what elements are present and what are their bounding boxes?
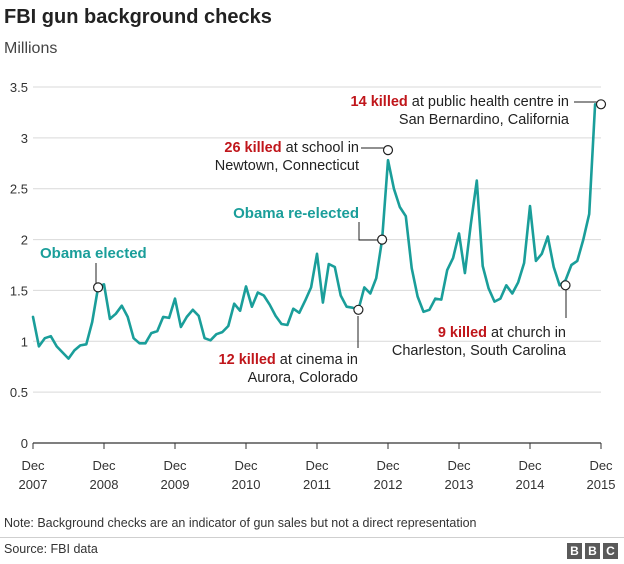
- x-tick-label: 2010: [232, 477, 261, 492]
- annotation-label: Obama re-elected: [233, 205, 359, 222]
- x-tick-label: Dec: [518, 458, 542, 473]
- x-tick-label: 2007: [19, 477, 48, 492]
- x-tick-label: Dec: [163, 458, 187, 473]
- annotation-marker: [560, 280, 571, 291]
- logo-letter: B: [585, 543, 600, 559]
- x-tick-label: Dec: [447, 458, 471, 473]
- annotation-label-line2: Charleston, South Carolina: [392, 343, 567, 359]
- x-tick-label: 2008: [90, 477, 119, 492]
- logo-letter: B: [567, 543, 582, 559]
- bbc-logo: B B C: [567, 543, 618, 559]
- y-tick-label: 1.5: [10, 283, 28, 298]
- x-tick-label: Dec: [376, 458, 400, 473]
- y-tick-label: 3.5: [10, 80, 28, 95]
- annotation-label: 26 killed at school in: [224, 140, 359, 156]
- annotation-text: at public health centre in: [408, 94, 569, 110]
- annotation-marker: [595, 99, 607, 110]
- source-text: Source: FBI data: [4, 542, 98, 556]
- y-tick-label: 0.5: [10, 385, 28, 400]
- annotation-marker: [353, 304, 364, 315]
- x-tick-label: 2012: [374, 477, 403, 492]
- annotation-label: Obama elected: [40, 245, 147, 262]
- x-tick-label: 2015: [587, 477, 616, 492]
- y-tick-label: 2.5: [10, 182, 28, 197]
- chart-title: FBI gun background checks: [4, 6, 272, 28]
- x-tick-label: 2013: [445, 477, 474, 492]
- annotation-highlight: 26 killed: [224, 140, 281, 156]
- annotation-label: 9 killed at church in: [438, 325, 566, 341]
- annotation-leader: [358, 222, 383, 241]
- annotation-text: at cinema in: [276, 352, 358, 368]
- y-tick-label: 1: [21, 334, 28, 349]
- x-tick-label: 2014: [516, 477, 545, 492]
- footer-divider: [0, 537, 624, 538]
- annotation-highlight: 14 killed: [351, 94, 408, 110]
- y-tick-label: 0: [21, 436, 28, 451]
- annotation-label-line2: Newtown, Connecticut: [215, 158, 359, 174]
- annotation-label: 14 killed at public health centre in: [351, 94, 569, 110]
- series-line: [31, 103, 597, 360]
- annotation-label-line2: Aurora, Colorado: [248, 370, 358, 386]
- logo-letter: C: [603, 543, 618, 559]
- annotation-text: at church in: [487, 325, 566, 341]
- annotation-marker: [92, 282, 104, 293]
- x-tick-label: Dec: [234, 458, 258, 473]
- annotation-label-line2: San Bernardino, California: [399, 112, 570, 128]
- annotation-text: at school in: [282, 140, 359, 156]
- y-tick-label: 3: [21, 131, 28, 146]
- annotation-highlight: 9 killed: [438, 325, 487, 341]
- y-tick-label: 2: [21, 233, 28, 248]
- x-tick-label: Dec: [589, 458, 613, 473]
- annotation-marker: [382, 145, 394, 156]
- x-tick-label: Dec: [92, 458, 116, 473]
- annotation-label: 12 killed at cinema in: [219, 352, 358, 368]
- footnote: Note: Background checks are an indicator…: [4, 516, 477, 530]
- y-axis-unit: Millions: [4, 40, 58, 57]
- x-tick-label: Dec: [305, 458, 329, 473]
- x-tick-label: 2011: [303, 477, 331, 492]
- line-chart: 0 0.5 1 1.5 2 2.5 3 3.5 Dec 2007 Dec 2008 Dec 2009 Dec…: [10, 80, 616, 492]
- x-tick-label: 2009: [161, 477, 190, 492]
- annotation-marker: [377, 234, 388, 245]
- x-tick-label: Dec: [21, 458, 45, 473]
- annotation-highlight: 12 killed: [219, 352, 276, 368]
